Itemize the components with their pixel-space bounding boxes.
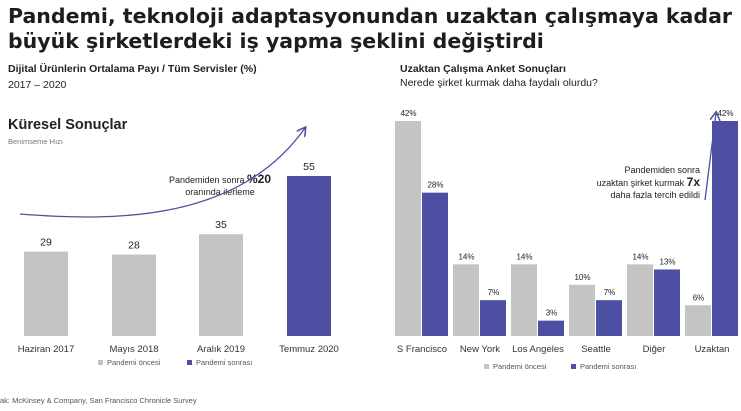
left-category-label: Aralık 2019 [197,344,245,355]
right-value-label: 42% [717,109,733,118]
left-bar-chart: 29 Haziran 2017 28 Mayıs 2018 35 Aralık 2019 5… [18,161,339,367]
right-category-label: Los Angeles [512,344,564,355]
right-bar [596,300,622,336]
right-value-label: 14% [516,252,532,261]
right-annotation-line2: uzaktan şirket kurmak [596,178,685,188]
right-value-label: 14% [458,252,474,261]
right-value-label: 13% [659,257,675,266]
right-value-label: 7% [604,288,616,297]
left-bar [112,254,156,336]
headline: Pandemi, teknoloji adaptasyonundan uzakt… [8,4,733,53]
right-bar [422,192,448,336]
right-value-label: 7% [488,288,500,297]
right-bar [627,264,653,336]
right-bar [395,121,421,336]
left-value-label: 29 [40,237,52,249]
left-legend-swatch-after [187,360,192,365]
right-value-label: 3% [546,309,558,318]
right-value-label: 14% [632,252,648,261]
right-annotation: Pandemiden sonra uzaktan şirket kurmak 7… [580,164,700,201]
right-category-label: New York [460,344,500,355]
left-annotation: Pandemiden sonra %20 oranında ilerleme [160,173,280,198]
right-bar [511,264,537,336]
right-bar [569,284,595,336]
right-bar [538,320,564,336]
left-annotation-highlight: %20 [247,172,272,186]
right-bar [480,300,506,336]
left-bar [287,176,331,336]
source-note: ak: McKinsey & Company, San Francisco Ch… [0,396,197,405]
section-title: Küresel Sonuçlar [8,117,128,133]
section-subtitle: Benimseme Hızı [8,137,64,146]
right-panel-subtitle: Nerede şirket kurmak daha faydalı olurdu… [400,77,598,89]
right-annotation-line3: daha fazla tercih edildi [610,190,700,200]
left-legend-label: Pandemi sonrası [196,358,252,367]
right-bar [685,305,711,336]
right-bar [654,269,680,336]
left-bar [24,251,68,336]
right-bar [712,121,738,336]
right-category-label: Diğer [643,344,666,355]
left-legend-swatch-before [98,360,103,365]
left-panel-title: Dijital Ürünlerin Ortalama Payı / Tüm Se… [8,63,257,75]
left-annotation-suffix: oranında ilerleme [185,187,255,197]
right-legend-swatch-before [484,364,489,369]
right-annotation-highlight: 7x [686,175,700,189]
left-value-label: 55 [303,161,315,173]
left-legend-label: Pandemi öncesi [107,358,161,367]
left-category-label: Mayıs 2018 [109,344,158,355]
right-value-label: 28% [427,181,443,190]
right-annotation-line1: Pandemiden sonra [624,165,700,175]
right-category-label: Seattle [581,344,611,355]
right-bar [453,264,479,336]
left-value-label: 35 [215,219,227,231]
right-legend-swatch-after [571,364,576,369]
right-panel-title: Uzaktan Çalışma Anket Sonuçları [400,63,566,75]
right-legend-label: Pandemi öncesi [493,362,547,371]
right-legend-label: Pandemi sonrası [580,362,636,371]
left-bar [199,234,243,336]
right-value-label: 6% [693,293,705,302]
right-value-label: 10% [574,273,590,282]
right-value-label: 42% [400,109,416,118]
right-category-label: Uzaktan [695,344,730,355]
growth-arrow [19,128,305,218]
left-category-label: Haziran 2017 [18,344,75,355]
left-annotation-prefix: Pandemiden sonra [168,175,245,185]
right-category-label: S Francisco [397,344,447,355]
left-category-label: Temmuz 2020 [279,344,339,355]
left-value-label: 28 [128,240,140,252]
right-bar-chart: 42% 28% S Francisco 14% 7% New York 14% 3% Los A… [395,109,738,371]
left-panel-period: 2017 – 2020 [8,79,67,91]
